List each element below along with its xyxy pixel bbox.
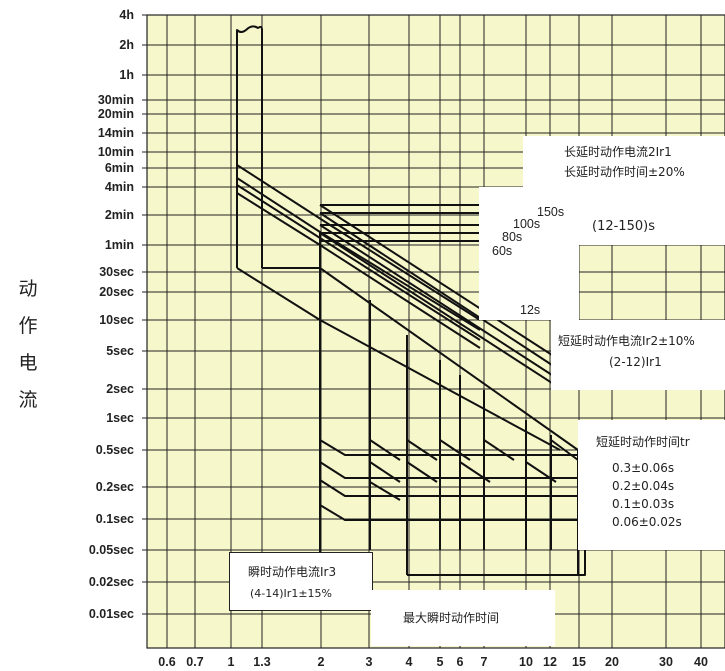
short-delay-current-box: 短延时动作电流Ir2±10% (2-12)Ir1 [551,320,725,390]
y-tick-label-1sec: 1sec [106,411,134,425]
short-delay-diag-10 [550,439,579,461]
y-tick-label-2h: 2h [119,38,134,52]
y-tick-label-10sec: 10sec [99,313,134,327]
short-delay-step-1 [319,439,578,456]
max-instant-time-box: 最大瞬时动作时间 [371,590,555,646]
y-axis-title-char-4: 流 [18,389,38,411]
y-tick-label-0.01sec: 0.01sec [89,607,134,621]
y-tick-label-14min: 14min [98,126,134,140]
y-tick-label-4min: 4min [105,180,134,194]
short-delay-diag-8 [483,439,515,461]
trip-curves [236,25,586,591]
y-tick-label-10min: 10min [98,145,134,159]
x-tick-label-0.6: 0.6 [158,655,175,669]
x-tick-label-7: 7 [481,655,488,669]
short-delay-step-2 [319,461,578,479]
short-delay-diag-6 [439,439,471,461]
x-tick-label-12: 12 [543,655,557,669]
short-delay-step-3 [319,479,578,497]
short-delay-diag-4 [406,439,438,461]
x-tick-label-1.3: 1.3 [253,655,270,669]
long-delay-time-label: 长延时动作时间±20% [564,165,685,179]
long-delay-current-label: 长延时动作电流2Ir1 [564,145,672,159]
short-delay-current-label: 短延时动作电流Ir2±10% [558,334,695,348]
y-tick-label-0.2sec: 0.2sec [96,480,134,494]
x-tick-label-5: 5 [437,655,444,669]
x-tick-label-3: 3 [366,655,373,669]
instant-current-label: 瞬时动作电流Ir3 [248,565,337,579]
long-delay-lower-box [479,244,579,320]
y-tick-label-0.5sec: 0.5sec [96,443,134,457]
max-instant-time-label: 最大瞬时动作时间 [403,611,500,625]
y-tick-label-30min: 30min [98,93,134,107]
short-delay-time-value-1: 0.3±0.06s [612,461,675,475]
y-tick-label-6min: 6min [105,161,134,175]
y-tick-label-2min: 2min [105,208,134,222]
thermal-memory-curve [236,25,263,268]
instant-current-range: (4-14)Ir1±15% [250,587,332,600]
short-delay-diag-1 [369,439,401,461]
y-tick-label-4h: 4h [119,8,134,22]
long-delay-slope-3 [319,224,553,376]
y-tick-label-2sec: 2sec [106,382,134,396]
x-tick-label-30: 30 [659,655,673,669]
x-tick-label-1: 1 [228,655,235,669]
long-delay-setting-box: (12-150)s [479,187,725,245]
short-delay-time-title: 短延时动作时间tr [596,435,690,449]
short-delay-time-value-4: 0.06±0.02s [612,515,682,529]
long-delay-slope-2 [319,212,553,366]
short-delay-diag-7 [459,461,491,483]
short-delay-time-value-2: 0.2±0.04s [612,479,675,493]
short-delay-time-value-3: 0.1±0.03s [612,497,675,511]
x-tick-label-2: 2 [318,655,325,669]
short-delay-diag-2 [369,461,401,483]
short-delay-diag-5 [406,461,438,483]
y-tick-label-1h: 1h [119,68,134,82]
x-tick-label-4: 4 [406,655,413,669]
long-delay-current-box: 长延时动作电流2Ir1 长延时动作时间±20% [523,136,725,188]
short-delay-range-label: (2-12)Ir1 [609,355,662,369]
x-tick-label-40: 40 [694,655,708,669]
y-axis-title-char-1: 动 [18,278,38,300]
x-tick-label-6: 6 [457,655,464,669]
long-delay-range-label: (12-150)s [592,219,655,234]
y-axis-title-char-3: 电 [18,352,38,374]
short-delay-time-box: 短延时动作时间tr 0.3±0.06s 0.2±0.04s 0.1±0.03s … [578,420,725,550]
short-delay-diag-3 [369,481,401,501]
y-tick-label-20min: 20min [98,107,134,121]
instant-current-box: 瞬时动作电流Ir3 (4-14)Ir1±15% [229,552,373,611]
y-tick-label-5sec: 5sec [106,344,134,358]
x-tick-label-20: 20 [605,655,619,669]
instant-floor [407,550,586,576]
y-tick-label-0.05sec: 0.05sec [89,543,134,557]
y-tick-label-30sec: 30sec [99,265,134,279]
x-tick-label-0.7: 0.7 [186,655,203,669]
y-tick-label-0.02sec: 0.02sec [89,575,134,589]
y-tick-label-0.1sec: 0.1sec [96,512,134,526]
short-delay-step-4 [319,504,578,521]
long-delay-slope-4 [319,232,553,384]
y-axis-title-char-2: 作 [18,315,38,337]
short-delay-diag-9 [525,461,557,483]
y-tick-label-1min: 1min [105,238,134,252]
x-tick-label-10: 10 [519,655,533,669]
x-tick-labels: 0.6 0.7 1 1.3 2 3 4 5 6 7 10 12 15 20 30 40 [158,655,708,669]
long-delay-slope-1 [319,204,553,356]
x-tick-label-15: 15 [572,655,586,669]
y-tick-label-20sec: 20sec [99,285,134,299]
